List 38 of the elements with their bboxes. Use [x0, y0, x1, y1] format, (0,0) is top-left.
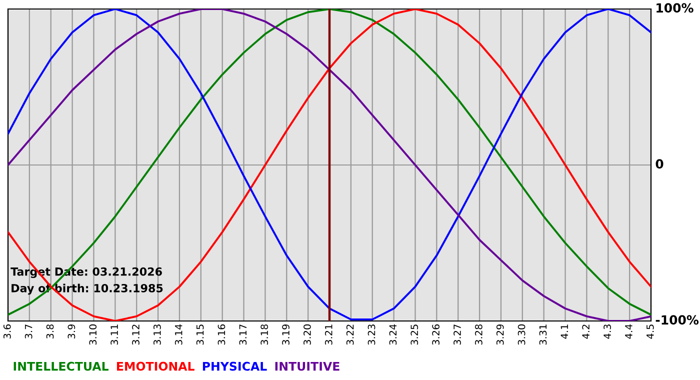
x-tick-label: 3.24 [389, 324, 397, 345]
text: PHYSICAL [202, 362, 267, 371]
x-tick-label: 3.15 [196, 324, 204, 345]
x-tick-label: 3.28 [475, 324, 482, 345]
x-tick-label: 3.8 [46, 324, 54, 338]
x-tick-label: 3.16 [218, 324, 226, 345]
x-tick-label: 3.30 [518, 324, 526, 345]
x-tick-label: 3.17 [239, 324, 247, 345]
x-tick-label: 3.29 [496, 324, 504, 345]
x-tick-label: 3.19 [282, 324, 290, 345]
text: INTUITIVE [275, 362, 340, 371]
x-tick-label: 3.25 [410, 324, 418, 345]
x-tick-label: 3.22 [346, 324, 354, 345]
x-tick-label: 4.3 [604, 324, 611, 339]
x-tick-label: 4.2 [582, 324, 590, 339]
x-tick-label: 3.11 [110, 324, 118, 345]
x-tick-label: 3.10 [89, 324, 97, 345]
x-tick-label: 3.23 [368, 324, 376, 345]
x-tick-label: 4.1 [560, 324, 568, 339]
y-tick-label: 0 [656, 159, 664, 169]
x-tick-label: 4.5 [646, 324, 654, 339]
x-tick-label: 3.13 [154, 324, 161, 345]
x-tick-label: 3.31 [539, 324, 547, 345]
x-tick-label: 3.7 [24, 324, 32, 338]
x-tick-label: 3.27 [454, 324, 461, 345]
x-tick-label: 3.14 [174, 324, 182, 345]
y-tick-label: -100% [656, 315, 699, 325]
text: EMOTIONAL [116, 362, 194, 371]
x-tick-label: 3.12 [132, 324, 140, 345]
x-tick-label: 4.4 [625, 324, 632, 339]
x-tick-label: 3.9 [68, 324, 76, 338]
x-tick-label: 3.18 [260, 324, 268, 345]
x-tick-label: 3.20 [304, 324, 311, 345]
y-tick-label: 100% [656, 3, 694, 13]
x-tick-label: 3.6 [3, 324, 11, 338]
x-tick-label: 3.26 [432, 324, 440, 345]
text: INTELLECTUAL [14, 362, 108, 371]
x-tick-label: 3.21 [324, 324, 332, 345]
